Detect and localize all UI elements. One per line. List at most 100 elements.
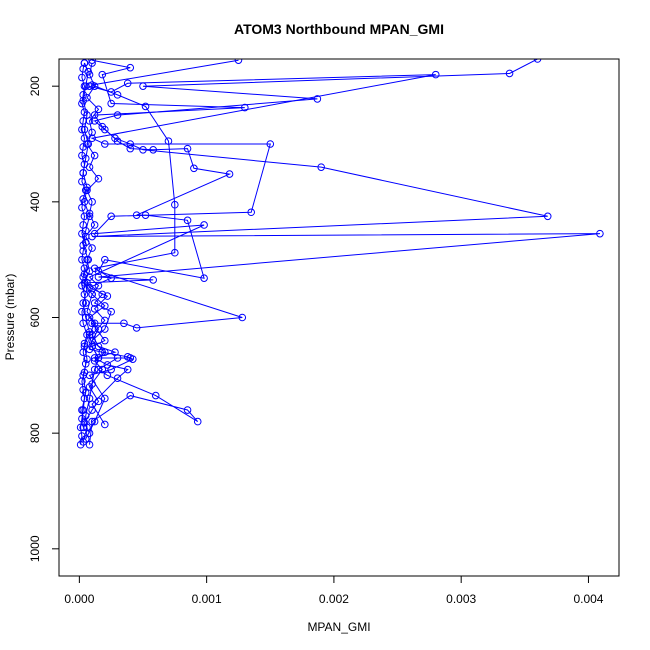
data-point	[85, 313, 94, 322]
data-point	[241, 103, 249, 112]
data-point	[78, 377, 86, 385]
data-point	[101, 302, 109, 310]
data-point	[85, 383, 94, 391]
series-line	[89, 59, 245, 445]
data-point	[81, 388, 90, 397]
data-point	[84, 140, 93, 148]
data-point	[200, 274, 208, 282]
data-point	[200, 221, 208, 229]
data-point	[84, 67, 93, 76]
data-point	[225, 170, 234, 178]
data-point	[88, 400, 96, 409]
data-point	[81, 226, 90, 235]
data-point	[123, 79, 132, 88]
data-point	[190, 164, 198, 173]
data-point	[78, 125, 86, 134]
data-point	[80, 270, 89, 278]
axis-ticks: 0.000 0.001 0.002 0.003 0.004 200 400 600 800 100…	[28, 76, 604, 606]
plot-frame	[58, 58, 620, 577]
x-tick-label: 0.003	[446, 592, 476, 606]
data-point	[101, 255, 109, 264]
data-point	[78, 73, 86, 82]
data-point	[94, 273, 103, 281]
data-point	[183, 406, 192, 414]
data-point	[596, 229, 604, 238]
data-point	[107, 212, 115, 221]
data-point	[107, 88, 115, 96]
data-point	[238, 313, 247, 322]
x-tick-label: 0.001	[192, 592, 222, 606]
series-6	[85, 59, 243, 429]
data-point	[94, 174, 103, 183]
data-point	[113, 374, 122, 383]
data-point	[113, 91, 122, 99]
data-point	[139, 145, 147, 154]
data-point	[79, 299, 87, 307]
data-point	[103, 371, 112, 380]
data-point	[101, 316, 109, 325]
data-point	[79, 169, 87, 177]
x-tick-label: 0.004	[573, 592, 603, 606]
data-point	[88, 290, 96, 299]
data-point	[123, 353, 132, 361]
series-4	[81, 59, 604, 443]
data-point	[266, 140, 275, 148]
data-point	[94, 105, 103, 114]
data-point	[83, 284, 91, 293]
data-point	[81, 313, 90, 322]
data-point	[88, 59, 96, 67]
data-point	[111, 134, 119, 143]
data-point	[78, 406, 86, 414]
data-point	[81, 299, 90, 307]
data-point	[126, 63, 135, 72]
y-tick-label: 800	[28, 423, 42, 443]
data-point	[81, 359, 90, 368]
data-point	[103, 361, 112, 369]
data-point	[81, 82, 90, 90]
series-line	[80, 62, 88, 445]
data-point	[83, 111, 91, 119]
data-point	[90, 111, 99, 119]
data-point	[183, 216, 192, 225]
data-point	[120, 319, 128, 328]
data-point	[79, 241, 87, 250]
data-point	[79, 348, 87, 356]
data-point	[88, 417, 96, 426]
data-point	[85, 440, 94, 449]
data-point	[90, 305, 99, 313]
data-point	[98, 70, 107, 79]
data-point	[317, 163, 325, 171]
data-point	[85, 212, 94, 221]
y-tick-label: 1000	[28, 535, 42, 562]
data-point	[85, 163, 94, 171]
y-tick-label: 200	[28, 76, 42, 96]
series-line	[81, 62, 91, 428]
x-tick-label: 0.000	[64, 592, 94, 606]
x-axis-label: MPAN_GMI	[307, 620, 370, 634]
data-point	[83, 183, 91, 192]
data-point	[183, 144, 192, 153]
data-point	[90, 299, 99, 307]
data-point	[126, 144, 135, 153]
series-7	[78, 59, 94, 432]
data-point	[505, 69, 514, 78]
data-point	[98, 365, 107, 374]
data-point	[151, 391, 160, 400]
data-point	[247, 208, 255, 217]
data-point	[431, 70, 440, 79]
data-point	[149, 276, 157, 284]
series-5	[80, 70, 440, 437]
data-point	[90, 354, 99, 362]
data-point	[90, 229, 99, 238]
data-point	[80, 418, 89, 427]
x-tick-label: 0.002	[319, 592, 349, 606]
data-point	[101, 336, 109, 345]
data-point	[90, 151, 99, 160]
data-point	[94, 281, 103, 290]
series-line	[83, 74, 436, 434]
data-point	[80, 198, 89, 206]
series-line	[88, 59, 239, 425]
data-point	[193, 417, 202, 426]
data-point	[79, 371, 87, 380]
